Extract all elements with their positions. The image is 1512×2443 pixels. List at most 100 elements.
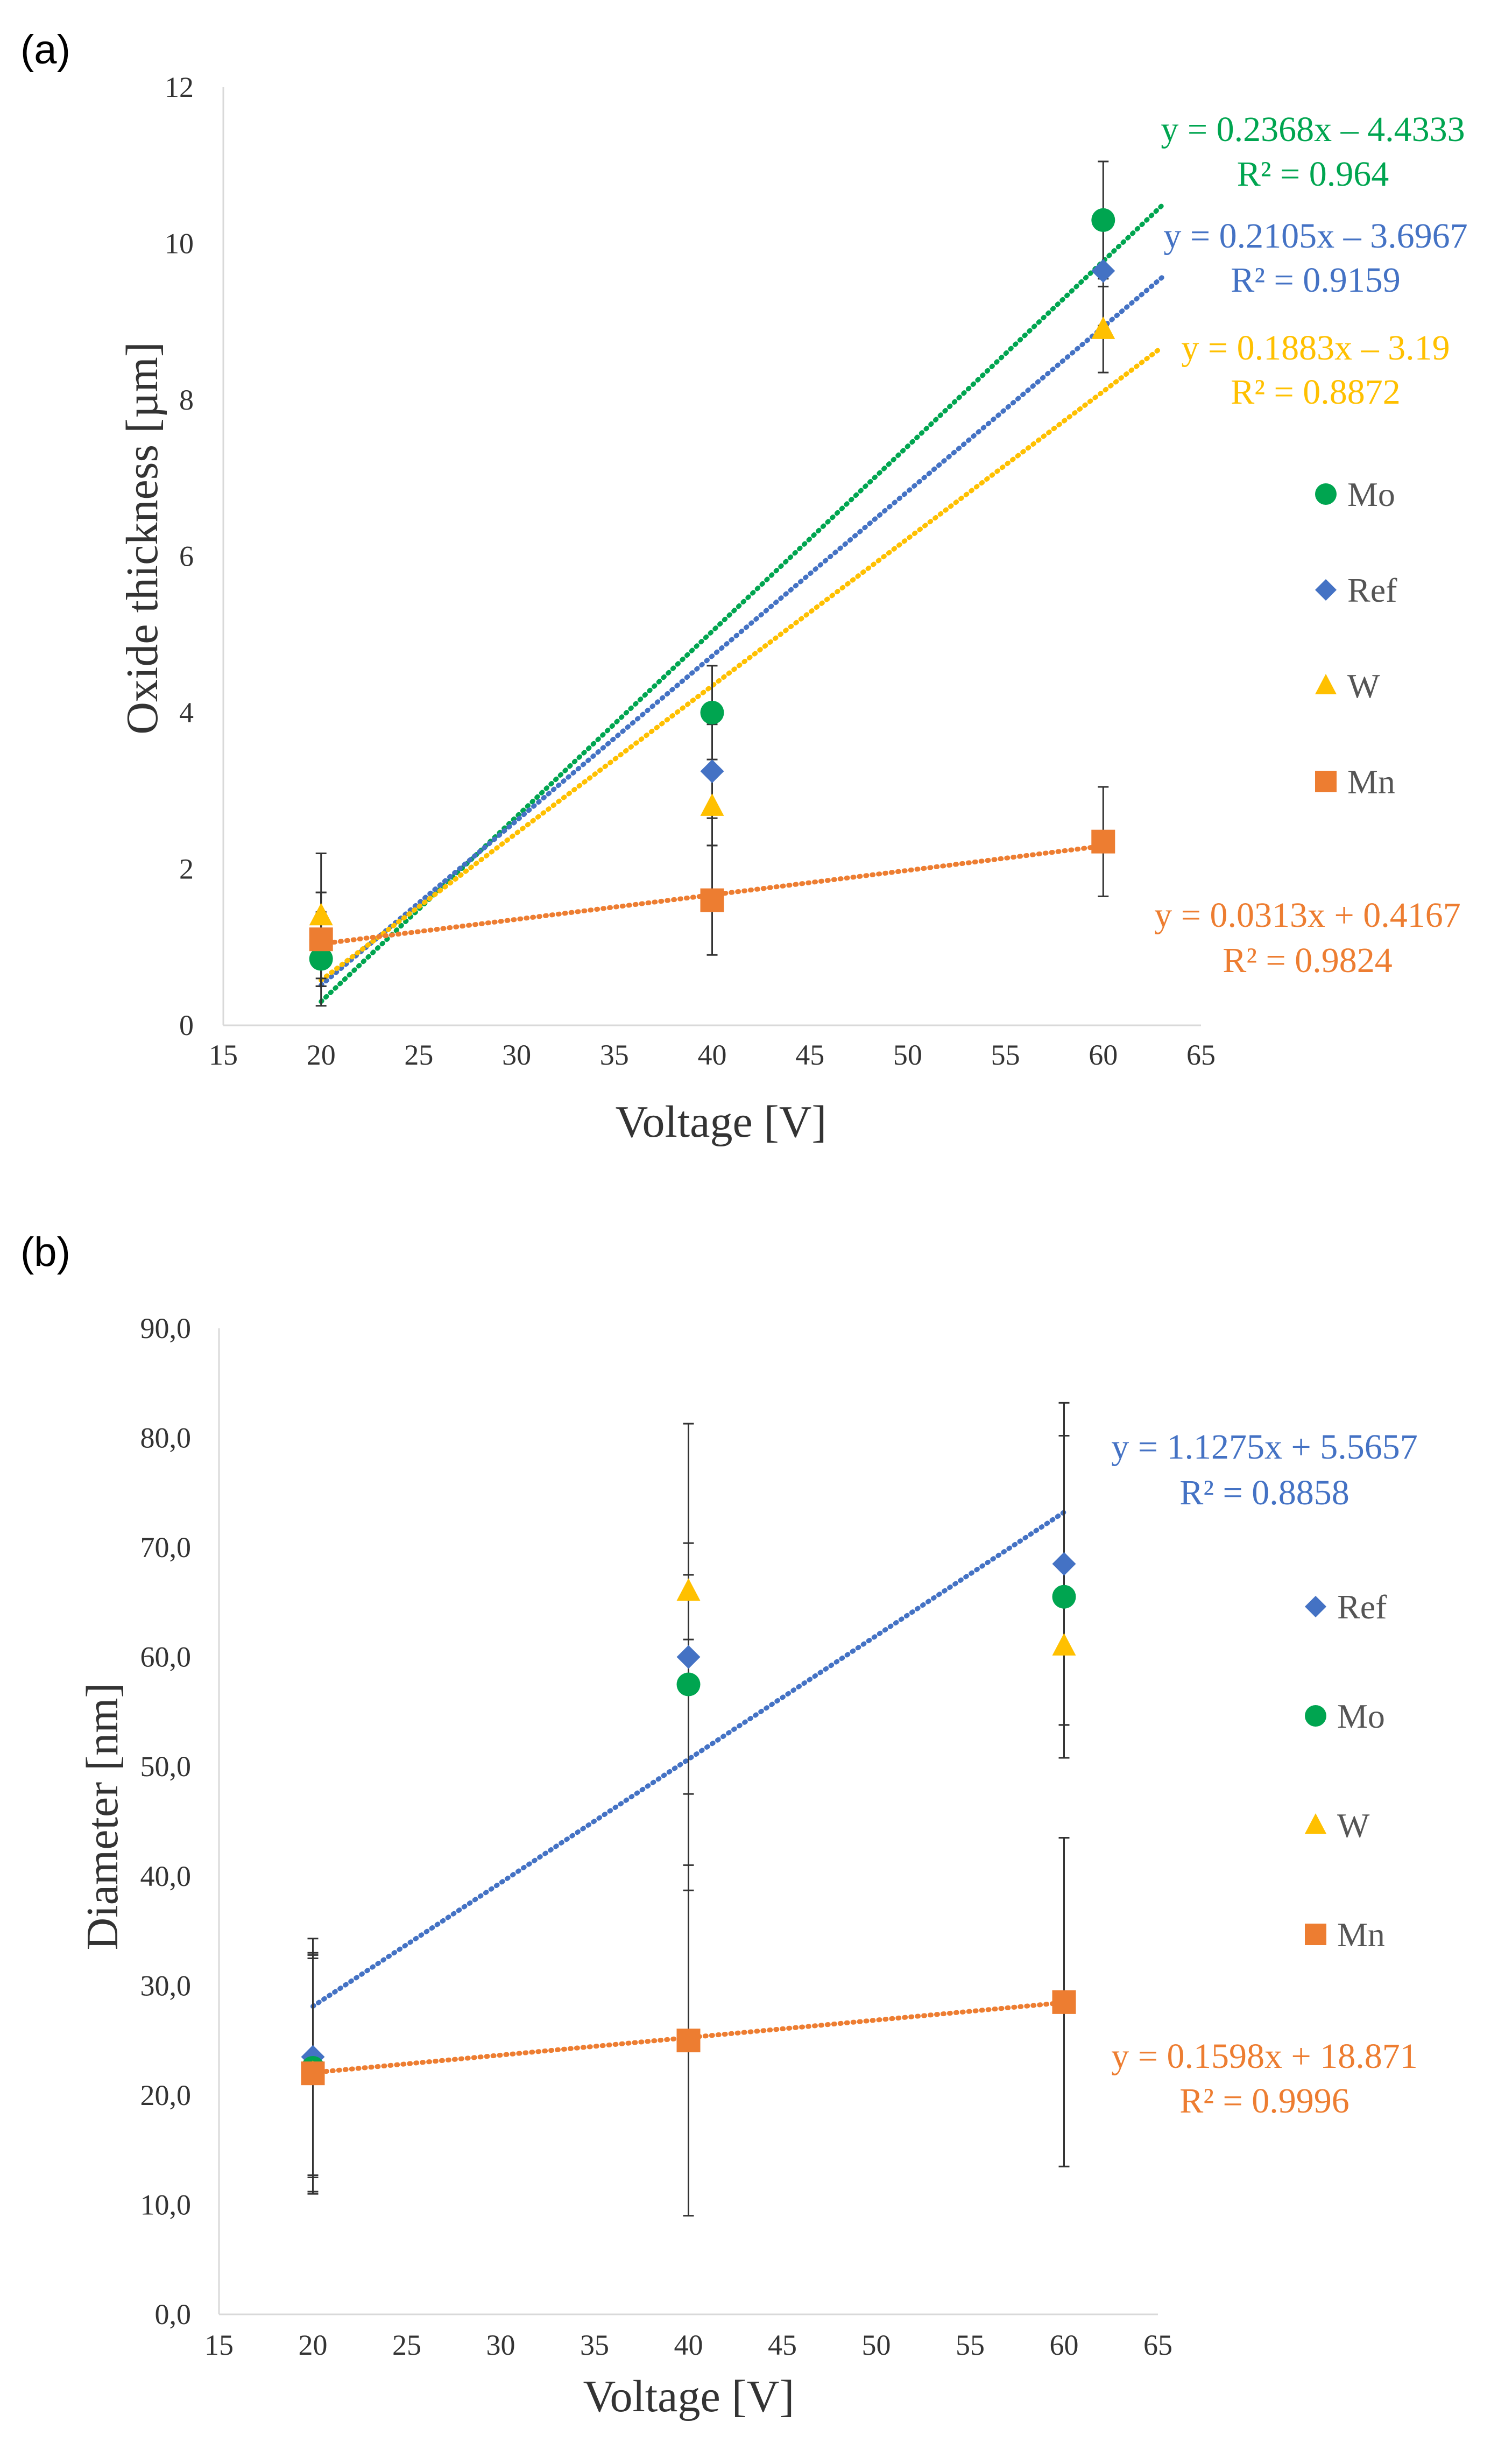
panel-b-y-tick-label: 30,0	[140, 1969, 192, 2002]
panel-a-legend-item-w: W	[1315, 667, 1380, 705]
panel-a-point-mo	[309, 947, 333, 971]
panel-a-point-mo	[1091, 208, 1115, 232]
panel-a-x-tick-label: 65	[1186, 1039, 1216, 1071]
panel-a-equation-w: y = 0.1883x – 3.19	[1181, 328, 1450, 368]
panel-a-y-tick-label: 10	[165, 228, 194, 260]
panel-a-legend-marker-mo	[1315, 483, 1337, 505]
panel-b-y-tick-label: 0,0	[155, 2298, 192, 2331]
panel-b-x-label: Voltage [V]	[583, 2371, 795, 2421]
panel-b-x-tick-label: 50	[862, 2329, 891, 2361]
panel-a-r2-mn: R² = 0.9824	[1223, 941, 1393, 980]
panel-a-x-tick-label: 25	[404, 1039, 433, 1071]
panel-a-legend-marker-ref	[1315, 579, 1337, 601]
panel-b-legend-label-mo: Mo	[1337, 1697, 1385, 1735]
panel-b-x-tick-label: 35	[580, 2329, 609, 2361]
panel-b-equation-ref: y = 1.1275x + 5.5657	[1111, 1427, 1417, 1467]
panel-a-point-ref	[700, 759, 724, 783]
panel-b-legend-item-mo: Mo	[1305, 1697, 1385, 1735]
panel-a-x-tick-label: 40	[698, 1039, 727, 1071]
panel-b-point-mn	[676, 2029, 701, 2053]
panel-b-legend-marker-mo	[1305, 1705, 1326, 1727]
panel-b-point-mn	[301, 2061, 325, 2086]
panel-a-y-tick-label: 6	[179, 540, 194, 573]
panel-b-chart: (b) Voltage [V] Diameter [nm] 15 20 25 30 35…	[20, 1229, 1418, 2421]
panel-a-x-tick-label: 15	[209, 1039, 238, 1071]
panel-a-y-label: Oxide thickness [µm]	[117, 342, 167, 735]
panel-a-r2-ref: R² = 0.9159	[1231, 261, 1401, 300]
panel-b-trendline-ref	[310, 1510, 1066, 2009]
panel-b-label: (b)	[20, 1229, 70, 1275]
panel-b-y-tick-label: 80,0	[140, 1422, 192, 1454]
panel-b-y-tick-label: 50,0	[140, 1750, 192, 1783]
panel-a-legend-label-w: W	[1347, 667, 1380, 705]
panel-a-equation-mn: y = 0.0313x + 0.4167	[1154, 896, 1460, 935]
panel-a-x-tick-label: 20	[307, 1039, 336, 1071]
panel-b-y-tick-label: 90,0	[140, 1312, 192, 1344]
panel-a-legend-label-mo: Mo	[1347, 475, 1395, 513]
panel-a-point-w	[1091, 316, 1115, 339]
panel-a-x-tick-label: 30	[502, 1039, 531, 1071]
panel-a-legend-item-mn: Mn	[1315, 763, 1395, 801]
panel-b-y-tick-label: 70,0	[140, 1531, 192, 1564]
panel-a-x-tick-label: 35	[600, 1039, 629, 1071]
panel-b-point-ref	[676, 1645, 701, 1669]
panel-a-x-label: Voltage [V]	[616, 1097, 827, 1147]
panel-b-point-w	[1052, 1633, 1076, 1656]
panel-b-point-ref	[1052, 1552, 1076, 1576]
panel-b-x-tick-label: 15	[204, 2329, 234, 2361]
panel-a-point-w	[700, 793, 724, 816]
panel-b-legend-marker-w	[1305, 1813, 1326, 1834]
panel-a-legend-marker-w	[1315, 674, 1337, 694]
panel-a-label: (a)	[20, 27, 70, 73]
panel-a-x-tick-label: 55	[991, 1039, 1020, 1071]
panel-a-equation-mo: y = 0.2368x – 4.4333	[1161, 110, 1465, 149]
panel-b-point-mo	[1052, 1585, 1076, 1609]
panel-b-x-tick-label: 30	[486, 2329, 515, 2361]
panel-b-r2-ref: R² = 0.8858	[1179, 1473, 1350, 1512]
panel-b-legend-label-w: W	[1337, 1806, 1370, 1844]
panel-a-point-mo	[700, 701, 724, 724]
panel-a-trendline-w	[319, 344, 1164, 983]
panel-a-chart: (a) Voltage [V] Oxide thickness [µm] 15 2…	[20, 27, 1468, 1147]
panel-a-y-tick-label: 8	[179, 384, 194, 416]
panel-a-y-tick-label: 0	[179, 1009, 194, 1041]
panel-a-r2-mo: R² = 0.964	[1237, 154, 1389, 194]
panel-b-legend-marker-ref	[1305, 1596, 1326, 1617]
panel-a-legend-item-mo: Mo	[1315, 475, 1395, 513]
panel-b-legend-label-mn: Mn	[1337, 1916, 1385, 1954]
panel-a-legend-label-mn: Mn	[1347, 763, 1395, 801]
panel-b-x-tick-label: 65	[1143, 2329, 1172, 2361]
panel-a-point-mn	[700, 888, 724, 912]
panel-a-point-w	[309, 903, 333, 926]
panel-b-y-tick-label: 20,0	[140, 2079, 192, 2111]
panel-b-legend-item-mn: Mn	[1305, 1916, 1385, 1954]
panel-b-y-label: Diameter [nm]	[77, 1683, 128, 1951]
panel-b-legend-item-w: W	[1305, 1806, 1370, 1844]
panel-a-point-ref	[1091, 259, 1115, 283]
panel-b-x-tick-label: 20	[299, 2329, 328, 2361]
panel-a-equation-ref: y = 0.2105x – 3.6967	[1163, 216, 1467, 256]
panel-a-trendline-ref	[319, 275, 1164, 988]
panel-a-legend-item-ref: Ref	[1315, 571, 1397, 609]
panel-a-y-tick-label: 12	[165, 71, 194, 103]
panel-b-x-tick-label: 45	[768, 2329, 797, 2361]
panel-b-point-mo	[676, 1672, 701, 1696]
panel-a-legend-label-ref: Ref	[1347, 571, 1397, 609]
panel-a-x-tick-label: 60	[1089, 1039, 1118, 1071]
panel-a-point-mn	[1091, 829, 1115, 854]
panel-b-x-tick-label: 25	[392, 2329, 421, 2361]
panel-a-x-tick-label: 50	[893, 1039, 922, 1071]
panel-a-r2-w: R² = 0.8872	[1231, 372, 1401, 412]
panel-b-x-tick-label: 60	[1050, 2329, 1079, 2361]
panel-b-x-tick-label: 55	[956, 2329, 985, 2361]
panel-a-x-tick-label: 45	[795, 1039, 824, 1071]
panel-b-y-tick-label: 40,0	[140, 1860, 192, 1892]
panel-b-y-tick-label: 60,0	[140, 1641, 192, 1673]
panel-b-point-mn	[1052, 1990, 1076, 2014]
panel-a-point-mn	[309, 927, 333, 952]
panel-b-y-tick-label: 10,0	[140, 2188, 192, 2221]
panel-a-y-tick-label: 4	[179, 696, 194, 729]
panel-a-y-tick-label: 2	[179, 853, 194, 885]
panel-a-legend-marker-mn	[1315, 771, 1337, 792]
